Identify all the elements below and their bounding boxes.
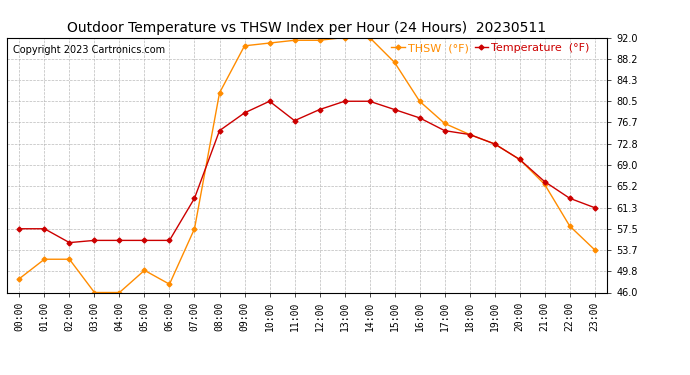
THSW  (°F) bbox=[290, 38, 299, 42]
THSW  (°F) bbox=[515, 157, 524, 162]
Temperature  (°F) bbox=[566, 196, 574, 201]
THSW  (°F) bbox=[190, 226, 199, 231]
Temperature  (°F) bbox=[340, 99, 348, 104]
THSW  (°F) bbox=[40, 257, 48, 261]
Temperature  (°F) bbox=[140, 238, 148, 243]
Temperature  (°F) bbox=[415, 116, 424, 120]
THSW  (°F) bbox=[340, 35, 348, 40]
Temperature  (°F) bbox=[290, 118, 299, 123]
THSW  (°F) bbox=[240, 44, 248, 48]
Temperature  (°F) bbox=[240, 111, 248, 115]
THSW  (°F) bbox=[566, 224, 574, 228]
THSW  (°F) bbox=[215, 91, 224, 95]
THSW  (°F) bbox=[140, 268, 148, 273]
Temperature  (°F) bbox=[315, 107, 324, 112]
THSW  (°F) bbox=[266, 41, 274, 45]
THSW  (°F) bbox=[415, 99, 424, 104]
Text: Copyright 2023 Cartronics.com: Copyright 2023 Cartronics.com bbox=[13, 45, 165, 55]
THSW  (°F) bbox=[391, 60, 399, 65]
Line: Temperature  (°F): Temperature (°F) bbox=[18, 99, 596, 244]
Temperature  (°F) bbox=[466, 132, 474, 137]
THSW  (°F) bbox=[591, 248, 599, 252]
THSW  (°F) bbox=[90, 290, 99, 295]
THSW  (°F) bbox=[115, 290, 124, 295]
Legend: THSW  (°F), Temperature  (°F): THSW (°F), Temperature (°F) bbox=[391, 43, 590, 53]
Temperature  (°F) bbox=[166, 238, 174, 243]
Temperature  (°F) bbox=[440, 128, 449, 133]
Temperature  (°F) bbox=[190, 196, 199, 201]
THSW  (°F) bbox=[440, 121, 449, 126]
THSW  (°F) bbox=[166, 282, 174, 286]
THSW  (°F) bbox=[315, 38, 324, 42]
THSW  (°F) bbox=[66, 257, 74, 261]
Temperature  (°F) bbox=[591, 206, 599, 210]
THSW  (°F) bbox=[540, 182, 549, 187]
Temperature  (°F) bbox=[366, 99, 374, 104]
Line: THSW  (°F): THSW (°F) bbox=[18, 36, 596, 294]
Temperature  (°F) bbox=[515, 157, 524, 162]
THSW  (°F) bbox=[15, 276, 23, 281]
THSW  (°F) bbox=[366, 35, 374, 40]
Temperature  (°F) bbox=[391, 107, 399, 112]
Temperature  (°F) bbox=[90, 238, 99, 243]
Temperature  (°F) bbox=[266, 99, 274, 104]
THSW  (°F) bbox=[491, 142, 499, 146]
Temperature  (°F) bbox=[540, 179, 549, 184]
Temperature  (°F) bbox=[215, 128, 224, 133]
Temperature  (°F) bbox=[40, 226, 48, 231]
THSW  (°F) bbox=[466, 132, 474, 137]
Title: Outdoor Temperature vs THSW Index per Hour (24 Hours)  20230511: Outdoor Temperature vs THSW Index per Ho… bbox=[68, 21, 546, 35]
Temperature  (°F) bbox=[491, 142, 499, 146]
Temperature  (°F) bbox=[66, 240, 74, 245]
Temperature  (°F) bbox=[15, 226, 23, 231]
Temperature  (°F) bbox=[115, 238, 124, 243]
